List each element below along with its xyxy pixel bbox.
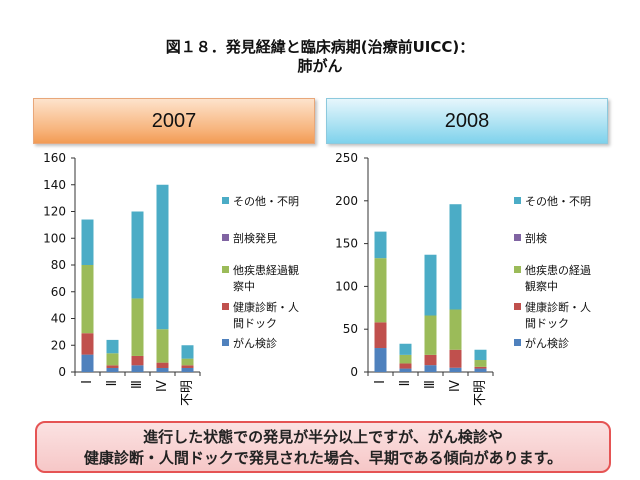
y-tick-label: 150 bbox=[335, 237, 358, 251]
bar-segment bbox=[424, 354, 437, 366]
bar-segment bbox=[181, 345, 194, 359]
legend-label: がん検診 bbox=[525, 336, 569, 350]
bar-segment bbox=[474, 366, 487, 369]
bar-segment bbox=[131, 365, 144, 372]
legend-label: 剖検 bbox=[525, 231, 547, 245]
bar-segment bbox=[81, 354, 94, 372]
bar-segment bbox=[449, 349, 462, 368]
y-tick-label: 80 bbox=[51, 258, 66, 272]
bar-segment bbox=[449, 367, 462, 372]
bar-segment bbox=[156, 329, 169, 363]
bar-segment bbox=[181, 367, 194, 372]
legend-swatch bbox=[514, 339, 521, 346]
legend-swatch bbox=[514, 197, 521, 204]
bar-segment bbox=[399, 368, 412, 372]
y-tick-label: 140 bbox=[43, 178, 66, 192]
bar-segment bbox=[181, 358, 194, 366]
y-tick-label: 60 bbox=[51, 285, 66, 299]
x-category-label: Ⅱ bbox=[105, 380, 120, 386]
y-tick-label: 120 bbox=[43, 205, 66, 219]
chart-title: 図１８．発見経緯と臨床病期(治療前UICC)： bbox=[165, 38, 475, 56]
y-tick-label: 50 bbox=[343, 322, 358, 336]
year-banner-2007: 2007 bbox=[33, 98, 315, 144]
bar-segment bbox=[156, 184, 169, 330]
bar-segment bbox=[424, 254, 437, 316]
legend-label: 間ドック bbox=[525, 317, 569, 330]
bar-segment bbox=[156, 362, 169, 368]
legend-label: 健康診断・人 bbox=[233, 300, 299, 314]
legend-label: 観察中 bbox=[525, 279, 558, 293]
bar-segment bbox=[374, 258, 387, 323]
y-tick-label: 40 bbox=[51, 312, 66, 326]
bar-segment bbox=[474, 349, 487, 361]
x-category-label: Ⅲ bbox=[423, 380, 438, 389]
bar-segment bbox=[81, 333, 94, 355]
legend-label: 間ドック bbox=[233, 317, 277, 330]
legend-label: 他疾患経過観 bbox=[233, 263, 299, 277]
y-tick-label: 200 bbox=[335, 194, 358, 208]
bar-segment bbox=[449, 204, 462, 310]
bar-segment bbox=[131, 355, 144, 366]
y-tick-label: 100 bbox=[335, 279, 358, 293]
legend-label: その他・不明 bbox=[525, 195, 591, 208]
legend-label: 剖検発見 bbox=[233, 231, 277, 245]
chart-subtitle: 肺がん bbox=[297, 57, 343, 75]
y-tick-label: 160 bbox=[43, 151, 66, 165]
bar-segment bbox=[474, 360, 487, 367]
legend-swatch bbox=[222, 339, 229, 346]
bar-segment bbox=[81, 265, 94, 334]
y-tick-label: 100 bbox=[43, 231, 66, 245]
bar-segment bbox=[181, 365, 194, 368]
legend-swatch bbox=[514, 266, 521, 273]
legend-swatch bbox=[514, 234, 521, 241]
y-tick-label: 0 bbox=[58, 365, 66, 379]
bar-segment bbox=[106, 367, 119, 372]
x-category-label: Ⅱ bbox=[398, 380, 413, 386]
y-tick-label: 20 bbox=[51, 338, 66, 352]
bar-segment bbox=[374, 322, 387, 349]
legend-swatch bbox=[222, 303, 229, 310]
y-tick-label: 0 bbox=[350, 365, 358, 379]
bar-segment bbox=[424, 315, 437, 355]
legend-swatch bbox=[222, 197, 229, 204]
bar-segment bbox=[131, 211, 144, 299]
bar-segment bbox=[106, 365, 119, 368]
bar-segment bbox=[81, 219, 94, 265]
bar-segment bbox=[424, 365, 437, 372]
conclusion-line-1: 進行した状態での発見が半分以上ですが、がん検診や bbox=[143, 428, 503, 446]
x-category-label: Ⅳ bbox=[448, 380, 463, 392]
bar-segment bbox=[156, 367, 169, 372]
legend-label: 健康診断・人 bbox=[525, 300, 591, 314]
x-category-label: 不明 bbox=[473, 380, 488, 406]
bar-segment bbox=[474, 368, 487, 372]
legend-swatch bbox=[222, 266, 229, 273]
legend-swatch bbox=[514, 303, 521, 310]
year-banner-2008: 2008 bbox=[326, 98, 608, 144]
x-category-label: Ⅳ bbox=[155, 380, 170, 392]
x-category-label: Ⅲ bbox=[130, 380, 145, 389]
legend-label: その他・不明 bbox=[233, 195, 299, 208]
bar-segment bbox=[106, 339, 119, 354]
x-category-label: Ⅰ bbox=[373, 380, 388, 384]
bar-segment bbox=[449, 309, 462, 350]
bar-segment bbox=[131, 298, 144, 356]
bar-segment bbox=[399, 354, 412, 364]
conclusion-box: 進行した状態での発見が半分以上ですが、がん検診や 健康診断・人間ドックで発見され… bbox=[35, 421, 611, 473]
bar-segment bbox=[399, 343, 412, 355]
bar-segment bbox=[374, 348, 387, 372]
y-tick-label: 250 bbox=[335, 151, 358, 165]
conclusion-line-2: 健康診断・人間ドックで発見された場合、早期である傾向があります。 bbox=[83, 449, 563, 467]
bar-segment bbox=[106, 353, 119, 366]
x-category-label: 不明 bbox=[180, 380, 195, 406]
legend-label: がん検診 bbox=[233, 336, 277, 350]
bar-segment bbox=[374, 231, 387, 259]
x-category-label: Ⅰ bbox=[80, 380, 95, 384]
legend-swatch bbox=[222, 234, 229, 241]
bar-segment bbox=[399, 363, 412, 369]
legend-label: 察中 bbox=[233, 279, 255, 293]
legend-label: 他疾患の経過 bbox=[525, 263, 591, 277]
